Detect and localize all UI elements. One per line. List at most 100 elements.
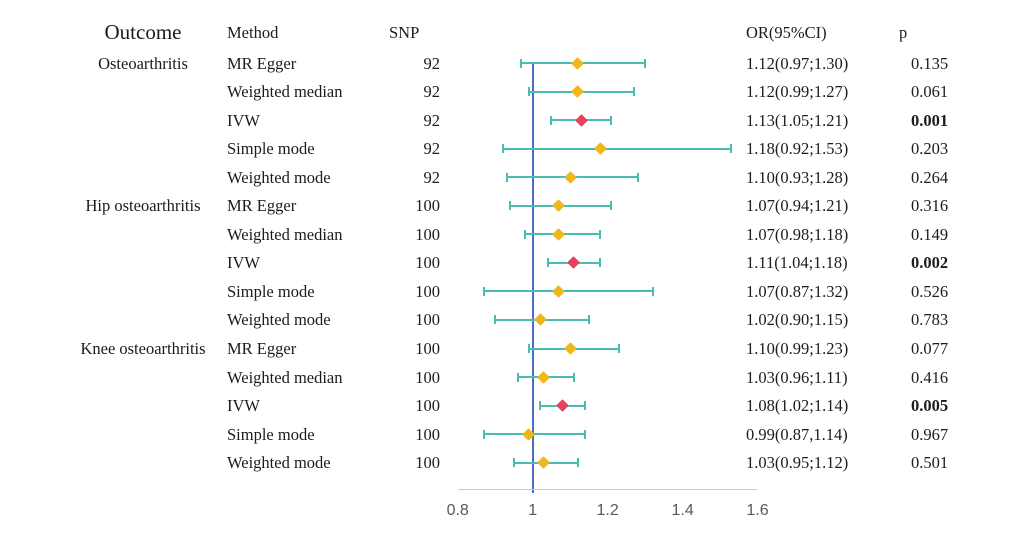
or-ci-cell: 0.99(0.87,1.14) [746, 424, 848, 444]
snp-cell: 100 [415, 424, 440, 444]
p-value-cell: 0.416 [911, 367, 949, 387]
p-value-cell: 0.002 [911, 253, 949, 273]
ci-cap-left [483, 429, 485, 439]
ci-cap-left [539, 401, 542, 411]
p-value-cell: 0.203 [911, 139, 949, 159]
method-cell: IVW [227, 253, 260, 273]
p-value-cell: 0.001 [911, 110, 949, 130]
or-marker-diamond [556, 399, 570, 412]
or-ci-cell: 1.11(1.04;1.18) [746, 253, 848, 273]
or-marker-diamond [537, 370, 551, 384]
method-cell: MR Egger [227, 339, 297, 358]
snp-cell: 100 [415, 310, 440, 330]
x-axis-tick-label: 1.2 [596, 502, 619, 519]
p-value-cell: 0.135 [911, 53, 949, 73]
or-marker-diamond [593, 142, 607, 156]
p-value-cell: 0.501 [911, 453, 949, 473]
ci-cap-right [730, 144, 733, 154]
p-value-cell: 0.783 [911, 310, 949, 330]
ci-cap-right [632, 87, 635, 96]
snp-cell: 100 [415, 367, 440, 387]
column-header-p: p [899, 23, 908, 42]
plot-area: 0.8 1 1.2 1.4 1.6 [439, 0, 780, 537]
x-axis-line [457, 489, 758, 490]
method-cell: Simple mode [227, 281, 315, 301]
outcome-cell: Hip osteoarthritis [85, 196, 201, 216]
or-marker-diamond [552, 199, 566, 213]
p-value-cell: 0.264 [911, 167, 949, 187]
snp-cell: 92 [423, 82, 441, 101]
ci-cap-left [546, 258, 549, 268]
snp-cell: 92 [423, 53, 441, 73]
snp-cell: 92 [423, 139, 441, 159]
or-ci-cell: 1.03(0.96;1.11) [746, 367, 848, 387]
or-ci-cell: 1.12(0.97;1.30) [746, 53, 849, 73]
p-value-cell: 0.967 [911, 424, 949, 444]
or-marker-diamond [537, 456, 551, 470]
method-cell: Simple mode [227, 424, 315, 444]
reference-line [531, 62, 534, 493]
p-value-cell: 0.061 [911, 82, 949, 101]
x-axis-tick-label: 1.6 [746, 502, 769, 519]
ci-cap-left [520, 58, 523, 68]
ci-cap-left [501, 144, 504, 154]
ci-cap-right [587, 315, 590, 325]
p-value-cell: 0.526 [911, 281, 949, 301]
snp-cell: 100 [415, 196, 440, 216]
snp-cell: 100 [415, 453, 440, 473]
or-ci-cell: 1.12(0.99;1.27) [746, 82, 849, 101]
ci-cap-left [505, 172, 508, 182]
method-cell: IVW [227, 396, 260, 416]
ci-cap-left [483, 286, 485, 296]
ci-cap-left [512, 458, 515, 468]
outcome-cell: Osteoarthritis [98, 53, 188, 73]
or-marker-diamond [552, 227, 566, 241]
or-ci-cell: 1.07(0.98;1.18) [746, 224, 849, 244]
snp-cell: 100 [415, 339, 440, 358]
ci-cap-left [524, 229, 527, 239]
method-cell: Simple mode [227, 139, 315, 159]
x-axis-tick-label: 0.8 [446, 502, 469, 519]
ci-cap-left [516, 372, 519, 382]
or-ci-cell: 1.13(1.05;1.21) [746, 110, 849, 130]
or-ci-cell: 1.07(0.94;1.21) [746, 196, 849, 216]
column-header-or-ci: OR(95%CI) [746, 23, 827, 42]
method-cell: Weighted mode [227, 453, 331, 473]
snp-cell: 100 [415, 396, 440, 416]
snp-cell: 100 [415, 281, 440, 301]
ci-cap-right [599, 229, 602, 239]
ci-cap-right [644, 58, 647, 68]
ci-cap-left [494, 315, 497, 325]
ci-cap-left [550, 115, 553, 125]
method-cell: Weighted median [227, 224, 343, 244]
method-cell: Weighted mode [227, 167, 331, 187]
or-marker-diamond [533, 313, 547, 327]
or-marker-diamond [571, 85, 584, 98]
x-axis-tick-label: 1 [528, 502, 538, 519]
ci-error-bar [484, 290, 653, 293]
p-value-cell: 0.149 [911, 224, 949, 244]
or-marker-diamond [552, 285, 566, 298]
p-value-cell: 0.005 [911, 396, 949, 416]
or-marker-diamond [575, 113, 588, 127]
snp-cell: 92 [423, 167, 441, 187]
method-cell: Weighted median [227, 367, 343, 387]
or-marker-diamond [571, 56, 584, 70]
or-marker-diamond [563, 342, 577, 355]
ci-cap-right [599, 258, 602, 268]
or-marker-diamond [563, 170, 577, 184]
p-value-cell: 0.316 [911, 196, 949, 216]
snp-cell: 92 [423, 110, 441, 130]
ci-cap-right [651, 286, 654, 296]
or-ci-cell: 1.03(0.95;1.12) [746, 453, 849, 473]
ci-cap-right [610, 115, 613, 125]
or-ci-cell: 1.02(0.90;1.15) [746, 310, 849, 330]
or-ci-cell: 1.10(0.93;1.28) [746, 167, 849, 187]
ci-cap-left [527, 87, 530, 96]
method-cell: MR Egger [227, 196, 297, 216]
or-ci-cell: 1.10(0.99;1.23) [746, 339, 849, 358]
ci-cap-right [576, 458, 579, 468]
column-header-snp: SNP [389, 23, 420, 42]
method-cell: MR Egger [227, 53, 297, 73]
